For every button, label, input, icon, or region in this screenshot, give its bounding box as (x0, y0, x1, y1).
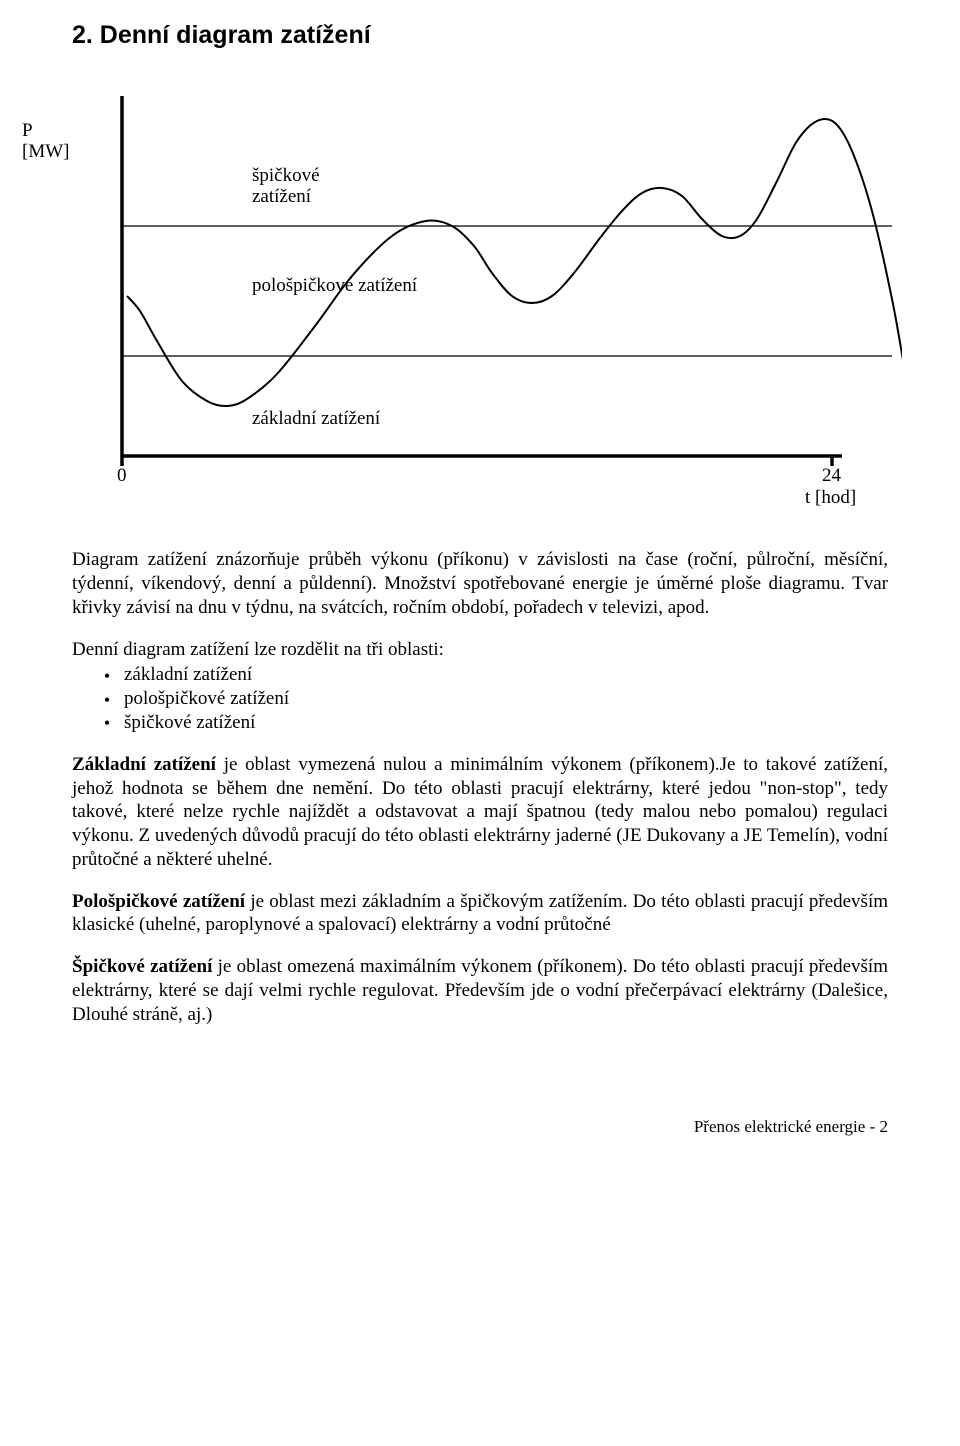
x-tick-0: 0 (117, 466, 127, 487)
region-base-label: základní zatížení (252, 409, 380, 430)
peak-paragraph: Špičkové zatížení je oblast omezená maxi… (72, 955, 888, 1026)
x-tick-24: 24 (822, 466, 841, 487)
load-diagram-chart: P [MW] špičkové zatížení pološpičkové za… (22, 81, 902, 516)
list-item: pološpičkové zatížení (72, 687, 888, 711)
peak-bold: Špičkové zatížení (72, 956, 212, 977)
footer-text: Přenos elektrické energie - 2 (72, 1116, 888, 1137)
list-item: špičkové zatížení (72, 711, 888, 735)
base-bold: Základní zatížení (72, 754, 216, 775)
chart-svg (22, 81, 902, 516)
region-peak-label: špičkové zatížení (252, 166, 320, 208)
bullet-list: základní zatížení pološpičkové zatížení … (72, 663, 888, 735)
intro-paragraph: Diagram zatížení znázorňuje průběh výkon… (72, 548, 888, 619)
page-title: 2. Denní diagram zatížení (72, 20, 888, 51)
list-item: základní zatížení (72, 663, 888, 687)
y-axis-label: P [MW] (22, 121, 69, 163)
semi-paragraph: Pološpičkové zatížení je oblast mezi zák… (72, 890, 888, 938)
base-paragraph: Základní zatížení je oblast vymezená nul… (72, 753, 888, 872)
region-semi-label: pološpičkové zatížení (252, 276, 417, 297)
x-axis-label: t [hod] (805, 488, 856, 509)
list-intro: Denní diagram zatížení lze rozdělit na t… (72, 638, 888, 662)
semi-bold: Pološpičkové zatížení (72, 891, 245, 912)
